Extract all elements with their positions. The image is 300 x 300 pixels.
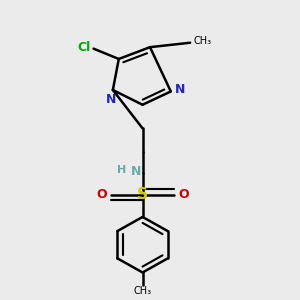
Text: CH₃: CH₃ [134,286,152,296]
Text: O: O [96,188,107,201]
Text: S: S [137,187,148,202]
Text: O: O [178,188,189,201]
Text: H: H [117,165,126,175]
Text: Cl: Cl [77,41,91,54]
Text: N: N [106,93,116,106]
Text: CH₃: CH₃ [193,36,211,46]
Text: N: N [175,83,186,97]
Text: N: N [131,165,141,178]
